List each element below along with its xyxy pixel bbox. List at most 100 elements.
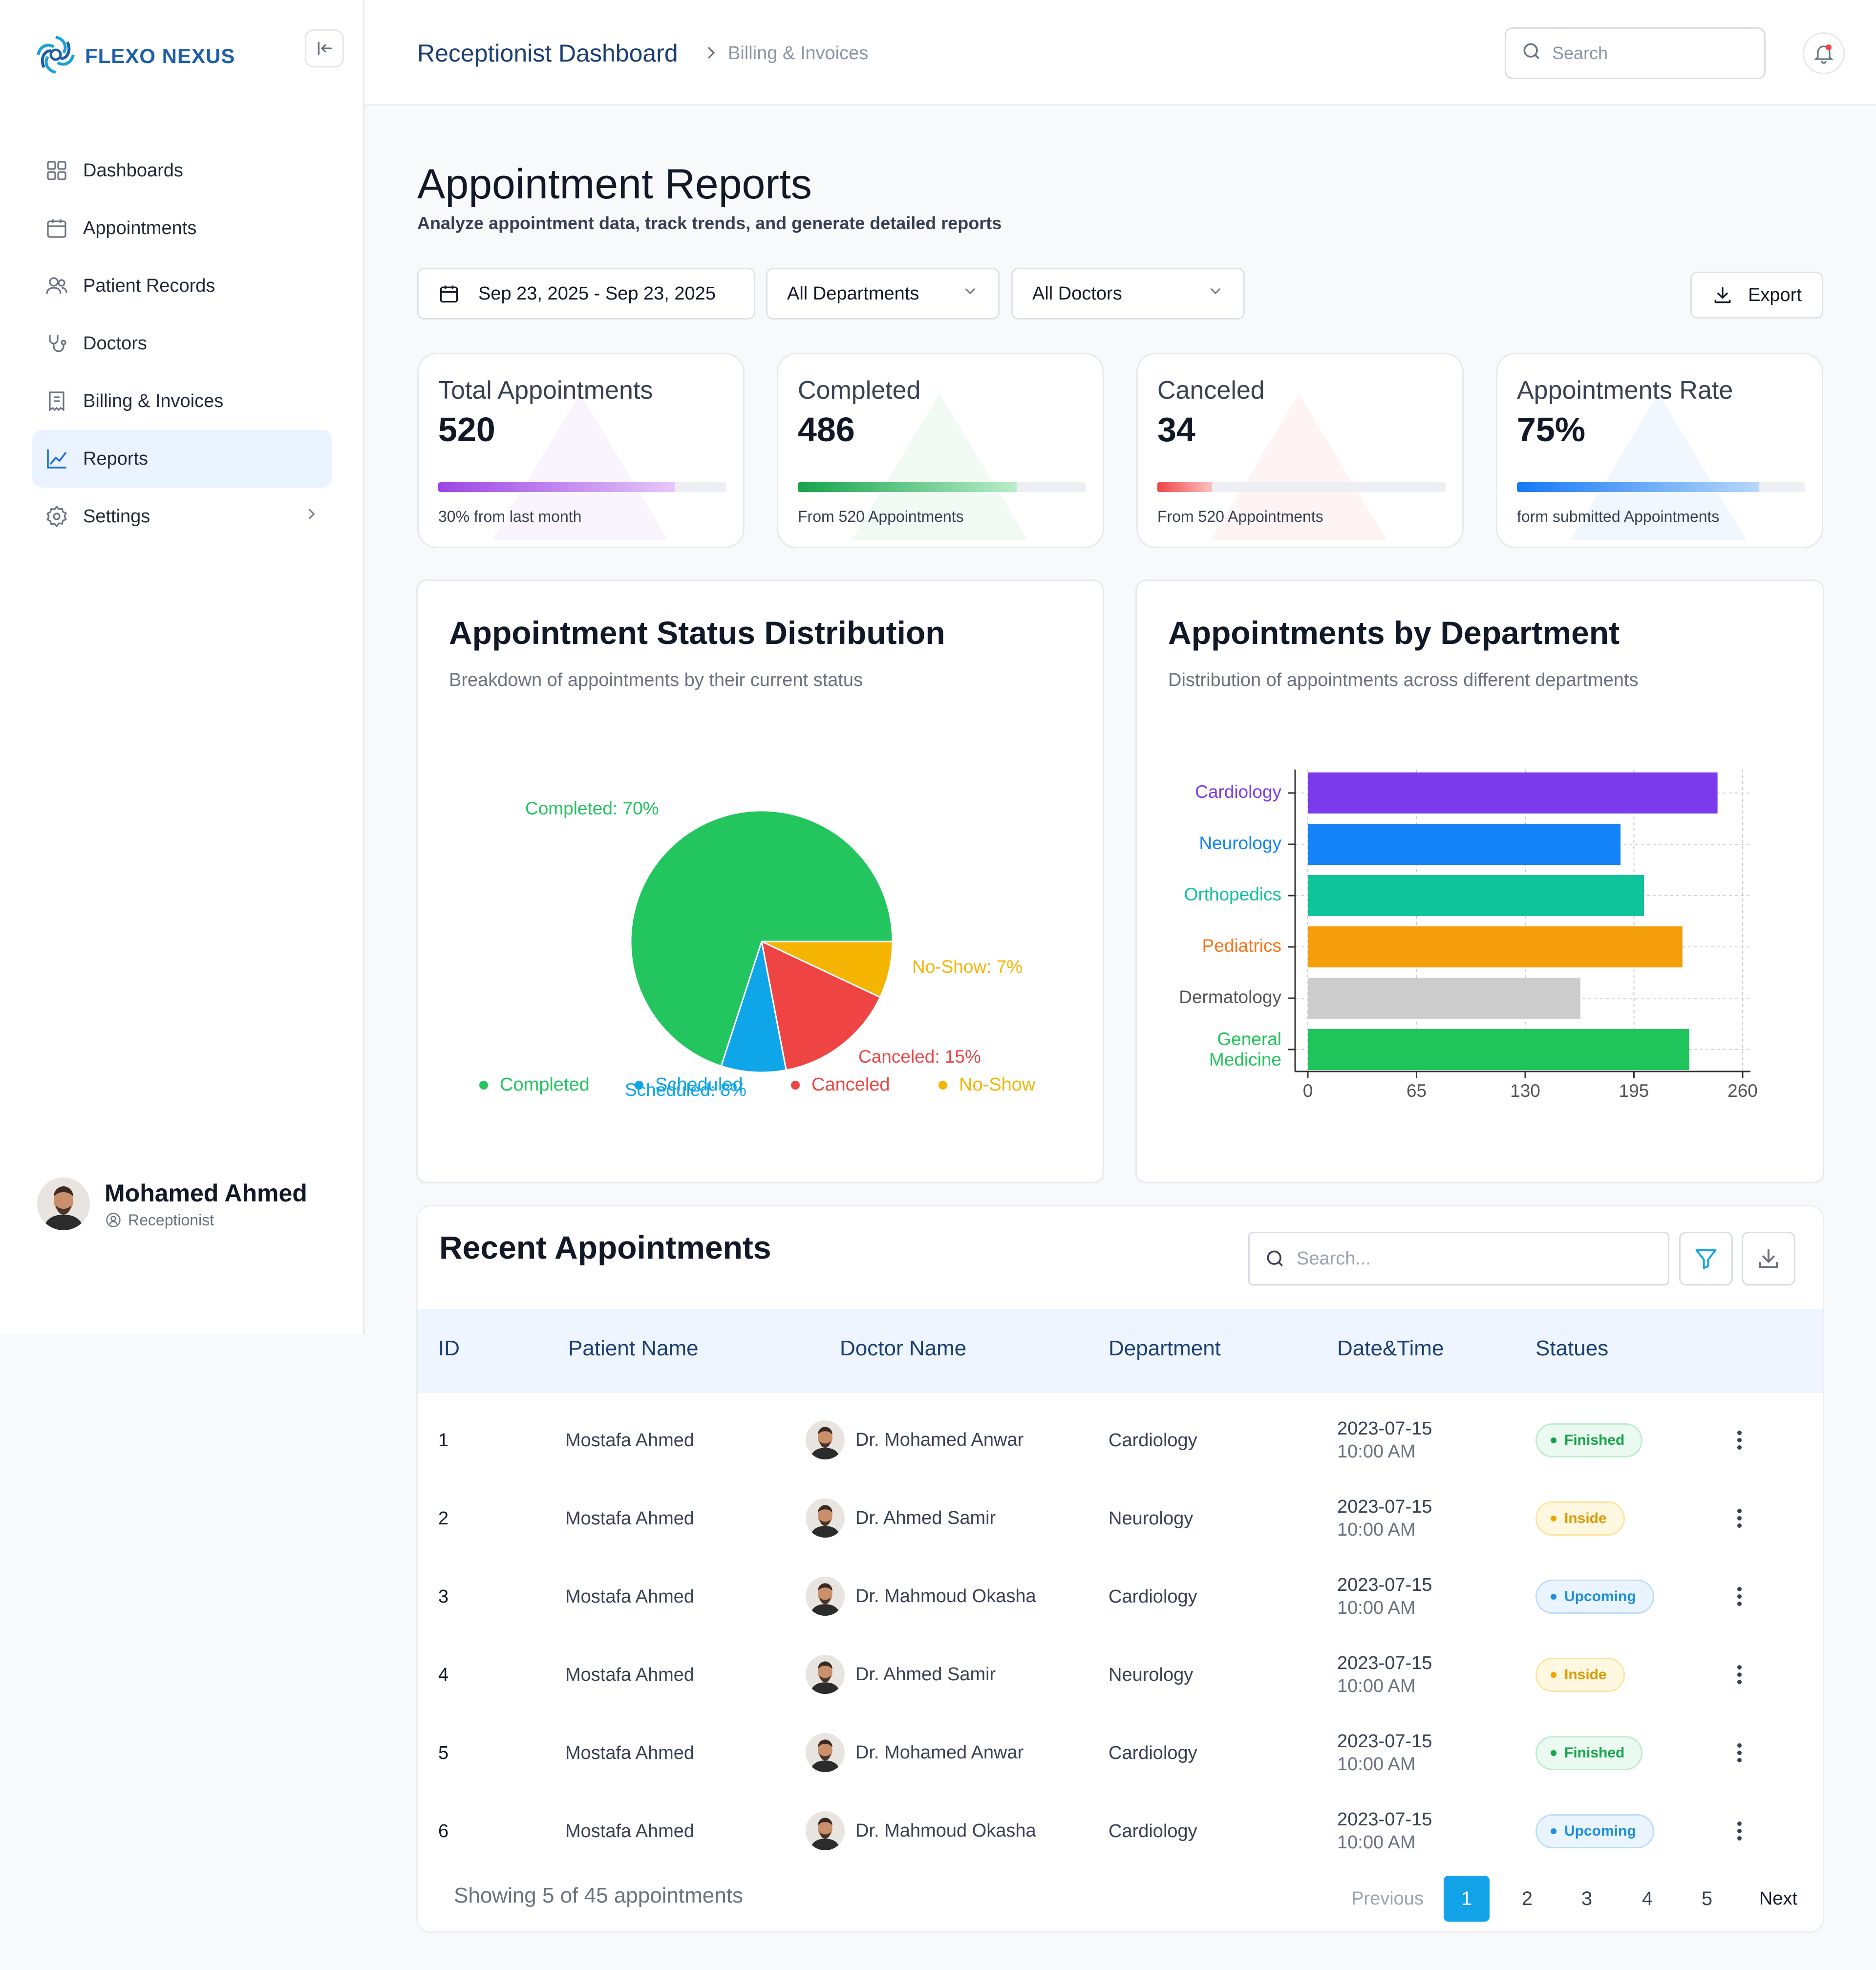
cell-department: Cardiology <box>1109 1430 1197 1451</box>
kpi-label: Canceled <box>1157 376 1265 405</box>
status-dot <box>1551 1437 1556 1443</box>
date-range-value: Sep 23, 2025 - Sep 23, 2025 <box>478 283 716 304</box>
kpi-progress-fill <box>1157 482 1213 492</box>
cell-date: 2023-07-15 <box>1337 1731 1432 1752</box>
table-search-input[interactable]: Search... <box>1248 1232 1669 1285</box>
sidebar-item-reports[interactable]: Reports <box>32 430 332 488</box>
legend-noshow[interactable]: No-Show <box>938 1074 1035 1095</box>
table-row[interactable]: 4 Mostafa Ahmed Dr. Ahmed Samir Neurology 20… <box>418 1636 1823 1714</box>
sidebar-item-patient-records[interactable]: Patient Records <box>32 257 332 315</box>
bar-cardiology[interactable] <box>1308 772 1718 814</box>
x-tick-label: 0 <box>1303 1081 1313 1101</box>
legend-canceled[interactable]: Canceled <box>791 1074 890 1095</box>
pie-slice-noshow[interactable] <box>761 941 894 999</box>
table-row[interactable]: 5 Mostafa Ahmed Dr. Mohamed Anwar Cardiolog… <box>418 1714 1823 1793</box>
brand-logo[interactable]: FLEXO NEXUS <box>32 31 235 81</box>
status-label: Inside <box>1564 1510 1607 1526</box>
pie-slice-canceled[interactable] <box>760 940 881 1071</box>
table-row[interactable]: 1 Mostafa Ahmed Dr. Mohamed Anwar Cardiolog… <box>418 1402 1823 1480</box>
bar-pediatrics[interactable] <box>1308 926 1683 967</box>
pagination-next[interactable]: Next <box>1759 1888 1798 1909</box>
search-icon <box>1521 41 1542 66</box>
col-header-department[interactable]: Department <box>1109 1336 1221 1360</box>
global-search-input[interactable]: Search <box>1505 27 1766 79</box>
sidebar-item-label: Reports <box>83 448 149 469</box>
bar-dermatology[interactable] <box>1308 978 1580 1019</box>
sidebar-item-dashboards[interactable]: Dashboards <box>32 142 332 199</box>
chevron-right-icon <box>702 43 721 65</box>
export-button[interactable]: Export <box>1690 272 1823 319</box>
bar-orthopedics[interactable] <box>1308 875 1644 916</box>
sidebar-item-doctors[interactable]: Doctors <box>32 315 332 372</box>
breadcrumb-main[interactable]: Receptionist Dashboard <box>417 40 678 67</box>
doctor-name: Dr. Mahmoud Okasha <box>855 1585 1036 1606</box>
legend-dot <box>791 1080 800 1090</box>
notifications-button[interactable] <box>1803 32 1845 74</box>
cell-patient: Mostafa Ahmed <box>565 1743 695 1763</box>
legend-completed[interactable]: Completed <box>479 1074 590 1095</box>
table-row[interactable]: 6 Mostafa Ahmed Dr. Mahmoud Okasha Cardiolo… <box>418 1793 1823 1871</box>
kpi-progress-track <box>798 482 1086 492</box>
pagination-page-5[interactable]: 5 <box>1701 1887 1713 1909</box>
more-vertical-icon[interactable] <box>1737 1820 1742 1842</box>
pagination-page-2[interactable]: 2 <box>1521 1887 1533 1909</box>
kpi-progress-track <box>438 482 726 492</box>
filter-button[interactable] <box>1679 1232 1733 1285</box>
cell-department: Cardiology <box>1109 1821 1197 1842</box>
more-vertical-icon[interactable] <box>1737 1585 1742 1607</box>
doctor-avatar <box>806 1811 845 1850</box>
avatar <box>37 1178 90 1230</box>
col-header-patient[interactable]: Patient Name <box>568 1336 699 1360</box>
cell-datetime: 2023-07-15 10:00 AM <box>1337 1731 1432 1775</box>
kpi-card-completed: Completed 486 From 520 Appointments <box>777 353 1104 548</box>
table-row[interactable]: 2 Mostafa Ahmed Dr. Ahmed Samir Neurology 20… <box>418 1480 1823 1558</box>
pagination-page-3[interactable]: 3 <box>1581 1887 1593 1909</box>
more-vertical-icon[interactable] <box>1737 1664 1742 1686</box>
gear-icon <box>44 504 69 529</box>
collapse-sidebar-button[interactable] <box>305 29 344 67</box>
breadcrumb-current[interactable]: Billing & Invoices <box>728 43 869 64</box>
kpi-note: From 520 Appointments <box>1157 508 1323 525</box>
legend-scheduled[interactable]: Scheduled <box>635 1074 743 1095</box>
status-badge: Inside <box>1535 1501 1625 1536</box>
more-vertical-icon[interactable] <box>1737 1429 1742 1451</box>
doctor-select[interactable]: All Doctors <box>1011 268 1245 320</box>
user-profile[interactable]: Mohamed Ahmed Receptionist <box>37 1178 307 1230</box>
col-header-id[interactable]: ID <box>438 1336 460 1360</box>
pagination-page-4[interactable]: 4 <box>1642 1887 1653 1909</box>
sidebar-item-billing[interactable]: Billing & Invoices <box>32 372 332 430</box>
pagination-previous[interactable]: Previous <box>1351 1888 1424 1909</box>
x-tick-label: 260 <box>1727 1081 1758 1101</box>
more-vertical-icon[interactable] <box>1737 1507 1742 1529</box>
date-range-picker[interactable]: Sep 23, 2025 - Sep 23, 2025 <box>417 268 755 320</box>
sidebar-item-appointments[interactable]: Appointments <box>32 199 332 257</box>
cell-department: Neurology <box>1109 1508 1194 1529</box>
search-placeholder: Search... <box>1297 1248 1371 1269</box>
status-label: Upcoming <box>1564 1823 1636 1839</box>
pie-slice-scheduled[interactable] <box>720 941 787 1073</box>
bell-icon <box>1814 44 1833 64</box>
legend-label: Completed <box>500 1074 590 1095</box>
bar-neurology[interactable] <box>1308 824 1621 865</box>
y-tick-label: Neurology <box>1199 833 1281 853</box>
sidebar-item-label: Appointments <box>83 217 197 238</box>
bar-general-medicine[interactable] <box>1308 1029 1689 1070</box>
card-decoration <box>1211 393 1387 540</box>
sidebar-item-settings[interactable]: Settings <box>32 488 332 545</box>
col-header-doctor[interactable]: Doctor Name <box>840 1336 967 1360</box>
user-badge-icon <box>105 1211 122 1229</box>
department-value: All Departments <box>787 283 919 304</box>
status-pie-chart: Completed: 70% No-Show: 7% Canceled: 15%… <box>525 798 1023 1100</box>
col-header-datetime[interactable]: Date&Time <box>1337 1336 1444 1360</box>
col-header-status[interactable]: Statues <box>1535 1336 1609 1360</box>
download-button[interactable] <box>1742 1232 1795 1285</box>
pie-slice-completed[interactable] <box>630 810 894 1067</box>
export-label: Export <box>1748 284 1802 305</box>
table-row[interactable]: 3 Mostafa Ahmed Dr. Mahmoud Okasha Cardiolo… <box>418 1558 1823 1636</box>
pagination-page-1[interactable]: 1 <box>1444 1876 1490 1922</box>
sidebar-item-label: Doctors <box>83 333 147 354</box>
cell-time: 10:00 AM <box>1337 1832 1416 1853</box>
more-vertical-icon[interactable] <box>1737 1742 1742 1764</box>
pie-label-noshow: No-Show: 7% <box>912 957 1023 977</box>
department-select[interactable]: All Departments <box>766 268 1000 320</box>
